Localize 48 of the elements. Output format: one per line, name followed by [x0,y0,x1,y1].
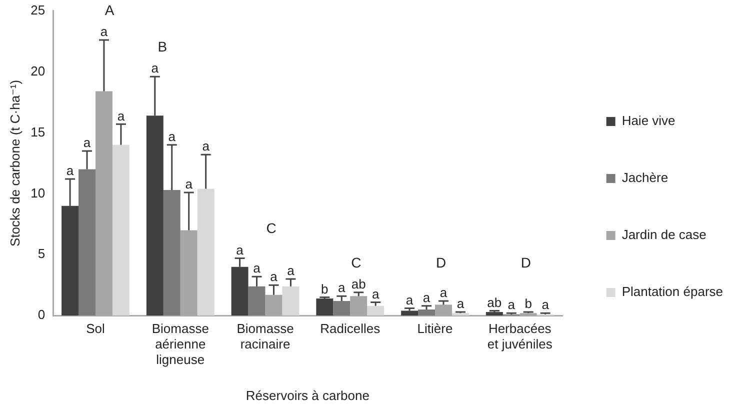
annotation: a [151,60,160,76]
annotation: a [440,285,448,300]
y-tick-label: 25 [30,2,46,18]
annotation: C [266,220,276,236]
annotation: C [351,254,362,270]
y-tick-label: 5 [38,246,46,262]
y-axis-title: Stocks de carbone (t C·ha⁻¹) [7,80,22,246]
annotation: a [406,292,414,308]
annotation: a [66,163,74,178]
annotation: D [436,254,446,270]
annotation: a [287,263,296,278]
annotation: a [270,269,278,284]
legend-label: Plantation éparse [622,284,724,300]
y-tick-label: 10 [30,185,46,200]
annotation: b [321,281,328,296]
x-tick-label: Radicelles [320,320,381,336]
legend-label: Jachère [622,170,668,186]
legend-label: Jardin de case [622,227,706,242]
x-tick-label: Biomasse aérienne ligneuse [152,320,209,368]
annotation: a [542,297,550,312]
annotation: ab [487,294,502,310]
annotation: a [117,108,126,124]
y-tick-label: 20 [30,63,46,78]
y-tick-label: 15 [30,124,46,140]
annotation: a [202,138,210,154]
annotation: a [253,260,262,276]
x-tick-label: Litière [417,320,453,336]
annotation: B [158,38,168,54]
annotation: a [168,128,176,144]
annotation: a [83,135,92,150]
annotation: A [104,2,115,18]
annotation: b [524,296,532,312]
annotation: a [372,286,380,302]
x-tick-label: Herbacées et juvéniles [487,320,553,352]
x-tick-label: Sol [86,320,105,336]
legend-label: Haie vive [622,113,676,128]
annotation: a [456,296,465,312]
annotation: a [236,242,244,258]
annotation: a [508,297,516,312]
annotation: a [185,176,194,192]
x-axis-title: Réservoirs à carbone [246,388,370,403]
y-tick-label: 0 [38,307,46,322]
annotation: a [338,280,346,296]
annotation: a [100,24,108,40]
annotation: a [422,290,431,305]
x-tick-label: Biomasse racinaire [236,320,294,352]
annotation: ab [351,276,366,292]
annotation: D [520,254,531,270]
